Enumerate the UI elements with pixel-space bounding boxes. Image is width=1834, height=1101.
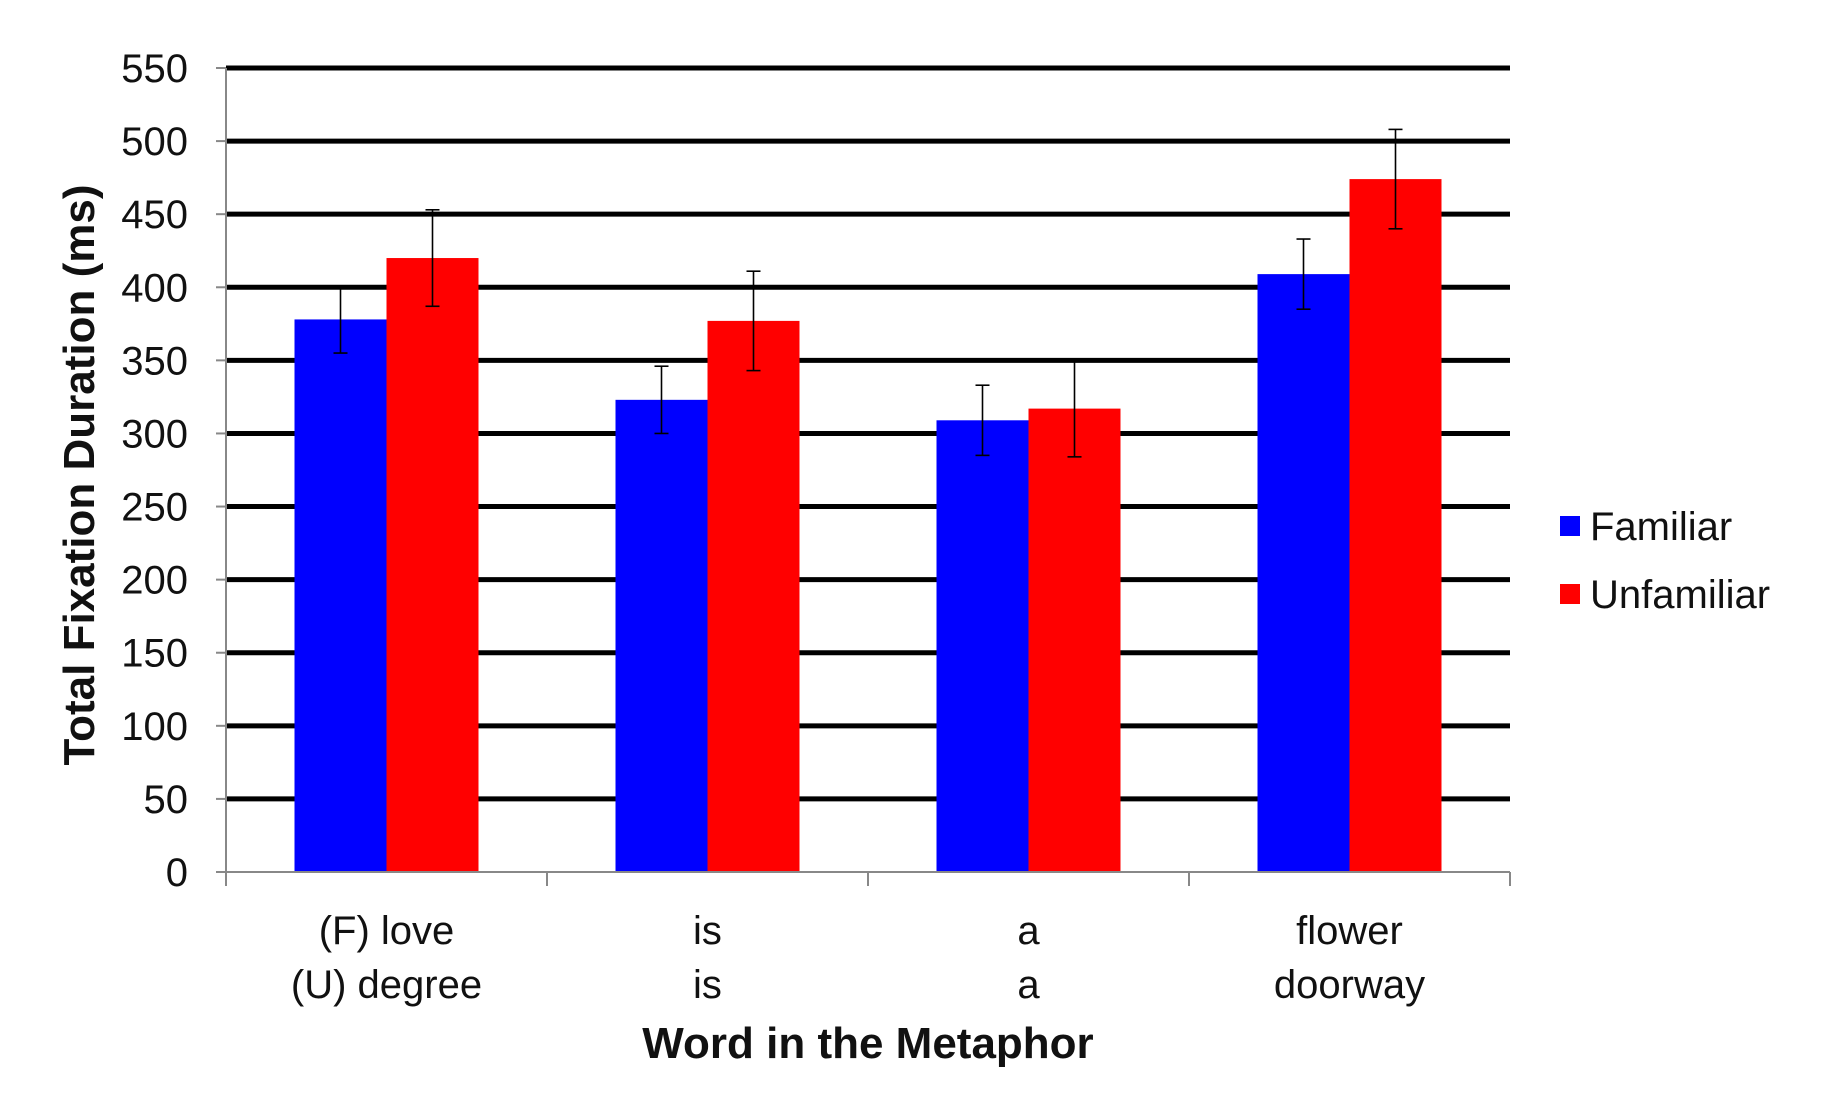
x-category-label-2-line2: a: [1017, 963, 1040, 1007]
y-tick-label-350: 350: [121, 339, 188, 383]
x-category-label-1-line2: is: [693, 963, 722, 1007]
bars: [294, 179, 1442, 873]
tick-labels: 0 50 100 150 200 250 300 350 400 450 500 550 (F) lov…: [121, 47, 1425, 1007]
legend-swatch-familiar: [1560, 516, 1580, 536]
bar-familiar-3: [1257, 274, 1350, 873]
x-category-label-3-line1: flower: [1296, 909, 1403, 953]
y-tick-label-0: 0: [166, 851, 188, 895]
x-category-label-3-line2: doorway: [1274, 963, 1425, 1007]
bar-familiar-1: [615, 399, 708, 872]
y-tick-label-300: 300: [121, 412, 188, 456]
bar-unfamiliar-3: [1349, 179, 1442, 873]
x-category-label-2-line1: a: [1017, 909, 1040, 953]
y-axis-title: Total Fixation Duration (ms): [55, 185, 104, 766]
legend-label-unfamiliar: Unfamiliar: [1590, 573, 1770, 617]
y-tick-label-550: 550: [121, 47, 188, 91]
x-category-label-1-line1: is: [693, 909, 722, 953]
y-tick-label-500: 500: [121, 120, 188, 164]
legend: Familiar Unfamiliar: [1560, 505, 1770, 617]
y-tick-label-200: 200: [121, 559, 188, 603]
x-category-label-0-line2: (U) degree: [291, 963, 482, 1007]
y-tick-label-150: 150: [121, 632, 188, 676]
x-category-label-0-line1: (F) love: [319, 909, 455, 953]
y-tick-label-50: 50: [144, 778, 189, 822]
bar-familiar-0: [294, 319, 387, 872]
error-bars: [333, 128, 1403, 458]
bar-unfamiliar-1: [707, 320, 800, 872]
y-tick-label-100: 100: [121, 705, 188, 749]
y-tick-label-450: 450: [121, 193, 188, 237]
y-tick-label-400: 400: [121, 266, 188, 310]
bar-unfamiliar-2: [1028, 408, 1121, 872]
bar-unfamiliar-0: [386, 258, 479, 872]
bar-familiar-2: [936, 420, 1029, 872]
y-tick-label-250: 250: [121, 486, 188, 530]
x-axis-title: Word in the Metaphor: [642, 1019, 1093, 1068]
legend-swatch-unfamiliar: [1560, 584, 1580, 604]
axes: [216, 67, 1511, 886]
legend-label-familiar: Familiar: [1590, 505, 1732, 549]
